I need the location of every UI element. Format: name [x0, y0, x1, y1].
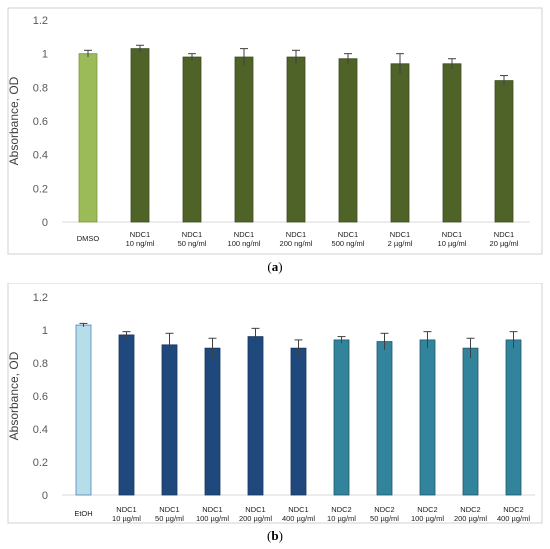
chart-a-category-label: NDC1 10 ng/ml	[126, 230, 155, 248]
chart-b-bar	[505, 339, 522, 496]
chart-b-bar	[376, 341, 393, 496]
caption-a-letter: a	[271, 259, 279, 274]
chart-b-bar	[290, 347, 307, 496]
chart-a-category-label: NDC1 100 ng/ml	[228, 230, 261, 248]
chart-b-bar	[247, 336, 264, 496]
chart-b-ytick-label: 0.6	[33, 391, 48, 403]
chart-b-ytick-label: 0.2	[33, 457, 48, 469]
chart-a-bar	[182, 56, 202, 223]
chart-b-category-label: NDC2 50 µg/ml	[370, 505, 399, 523]
chart-a-bar	[390, 63, 410, 223]
chart-b-ytick-label: 0.4	[33, 424, 48, 436]
chart-a-ytick-label: 1	[42, 49, 48, 61]
chart-b-bar	[204, 347, 221, 496]
chart-b-category-label: NDC2 400 µg/ml	[497, 505, 530, 523]
caption-a: (a)	[267, 259, 283, 274]
chart-b-bar	[419, 339, 436, 496]
chart-a-ytick-label: 0.4	[33, 150, 48, 162]
chart-a: 0 0.2 0.4 0.6 0.8 1 1.2 Absorbance, OD DMSO NDC1 1…	[7, 7, 543, 255]
chart-a-ytick-label: 0.8	[33, 82, 48, 94]
chart-b-category-label: NDC2 10 µg/ml	[327, 505, 356, 523]
chart-b-bar	[118, 334, 135, 496]
chart-b-bar	[462, 347, 479, 496]
chart-b-category-label: NDC1 10 µg/ml	[112, 505, 141, 523]
chart-b-bar	[75, 324, 92, 496]
chart-a-bar	[130, 48, 150, 223]
chart-a-category-label: NDC1 200 ng/ml	[280, 230, 313, 248]
chart-a-ytick-label: 0	[42, 217, 48, 229]
chart-a-bar	[234, 56, 254, 223]
chart-b-ytick-label: 0.8	[33, 358, 48, 370]
caption-b: (b)	[267, 528, 283, 543]
chart-b-bar	[161, 344, 178, 496]
chart-b-category-label: EtOH	[74, 509, 92, 518]
chart-a-ytick-label: 0.6	[33, 116, 48, 128]
chart-panel-a: 0 0.2 0.4 0.6 0.8 1 1.2 Absorbance, OD DMSO NDC1 1…	[7, 7, 543, 274]
chart-a-category-label: NDC1 500 ng/ml	[332, 230, 365, 248]
chart-b-category-label: NDC1 400 µg/ml	[282, 505, 315, 523]
chart-b-ytick-label: 0	[42, 490, 48, 502]
chart-a-category-label: NDC1 20 µg/ml	[490, 230, 519, 248]
chart-a-frame	[7, 7, 543, 255]
chart-a-bar	[286, 56, 306, 223]
chart-a-category-label: DMSO	[77, 234, 100, 243]
chart-b-category-label: NDC2 100 µg/ml	[411, 505, 444, 523]
chart-b-category-label: NDC1 200 µg/ml	[239, 505, 272, 523]
chart-a-category-label: NDC1 10 µg/ml	[438, 230, 467, 248]
chart-b-ytick-label: 1	[42, 325, 48, 337]
chart-a-bar	[338, 58, 358, 223]
chart-a-category-label: NDC1 2 µg/ml	[388, 230, 413, 248]
chart-b-category-label: NDC2 200 µg/ml	[454, 505, 487, 523]
chart-b-frame	[7, 283, 543, 524]
chart-b-ytick-label: 1.2	[33, 292, 48, 304]
chart-b-bar	[333, 339, 350, 496]
chart-b-category-label: NDC1 100 µg/ml	[196, 505, 229, 523]
chart-a-ytick-label: 1.2	[33, 15, 48, 27]
chart-b: 0 0.2 0.4 0.6 0.8 1 1.2 Absorbance, OD EtOH NDC1 1…	[7, 283, 543, 524]
caption-b-letter: b	[271, 528, 279, 543]
chart-b-category-label: NDC1 50 µg/ml	[155, 505, 184, 523]
chart-a-bar	[494, 80, 514, 223]
chart-a-y-axis-label: Absorbance, OD	[7, 76, 21, 165]
chart-a-bar	[78, 53, 98, 223]
chart-panel-b: 0 0.2 0.4 0.6 0.8 1 1.2 Absorbance, OD EtOH NDC1 1…	[0, 283, 550, 549]
chart-a-bar	[442, 63, 462, 223]
chart-b-y-axis-label: Absorbance, OD	[7, 351, 21, 440]
chart-a-category-label: NDC1 50 ng/ml	[178, 230, 207, 248]
chart-a-ytick-label: 0.2	[33, 183, 48, 195]
